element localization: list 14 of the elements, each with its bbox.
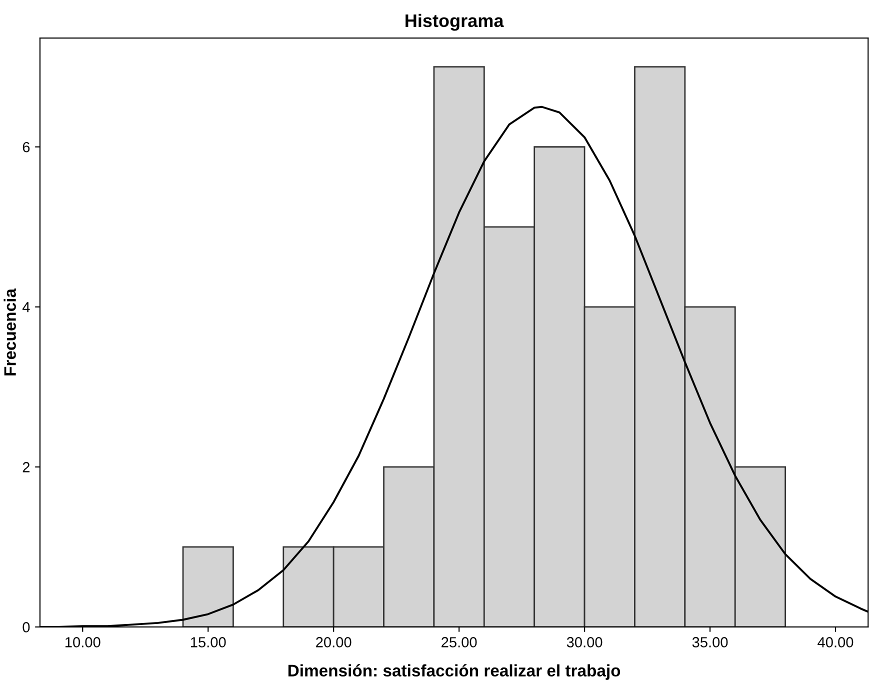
x-axis-title: Dimensión: satisfacción realizar el trabajo xyxy=(288,664,620,680)
x-tick-label: 25.00 xyxy=(442,637,477,648)
chart-title: Histograma xyxy=(406,14,504,31)
y-tick-label: 6 xyxy=(22,142,30,152)
y-tick-label: 2 xyxy=(22,462,30,472)
x-tick-label: 10.00 xyxy=(66,637,100,648)
x-tick-label: 40.00 xyxy=(818,637,854,648)
x-tick-label: 20.00 xyxy=(316,637,352,648)
x-tick-label: 15.00 xyxy=(190,637,226,648)
y-tick-label: 0 xyxy=(22,622,30,632)
x-tick-label: 35.00 xyxy=(692,637,728,648)
y-tick-label: 4 xyxy=(22,302,30,312)
x-tick-label: 30.00 xyxy=(566,637,602,648)
y-axis-title: Frecuencia xyxy=(4,288,16,376)
